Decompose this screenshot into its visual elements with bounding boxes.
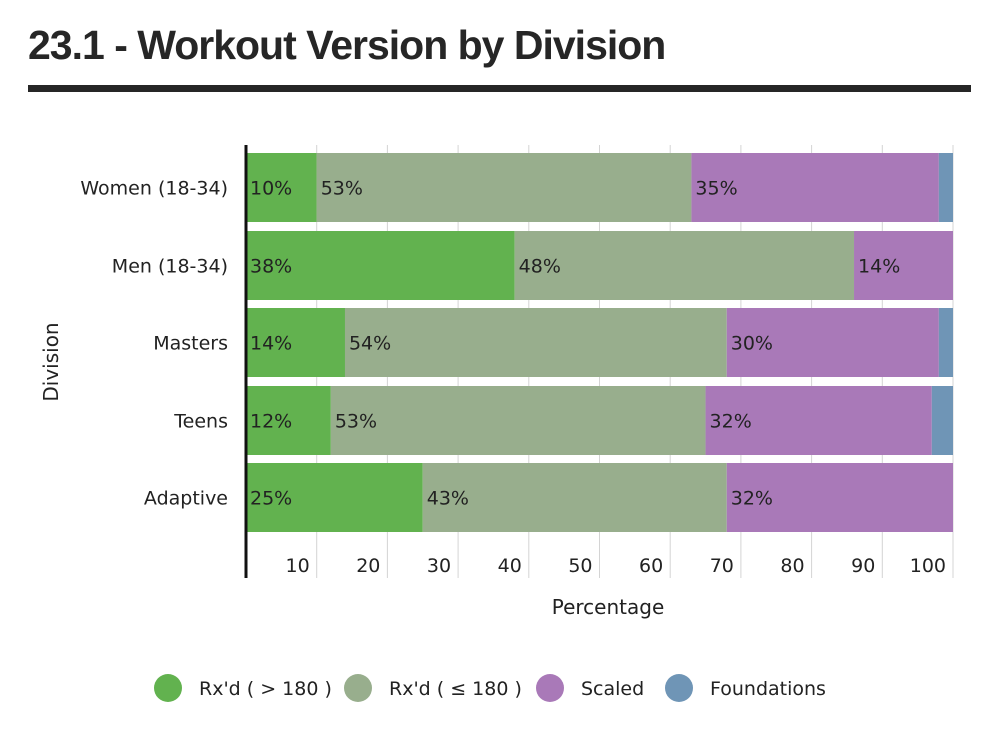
bar-segment [246,308,345,377]
legend-item[interactable]: Rx'd ( ≤ 180 ) [344,674,522,702]
bar-segment [514,231,855,300]
x-tick-label: 90 [851,555,875,577]
bar-value-label: 53% [335,411,377,433]
bar-value-label: 48% [519,256,561,278]
legend-swatch [154,674,182,702]
bar-value-label: 35% [695,178,737,200]
bar-segment [938,153,953,222]
legend-label: Rx'd ( ≤ 180 ) [389,678,522,700]
bar-segment [246,231,515,300]
x-tick-label: 10 [286,555,310,577]
legend-item[interactable]: Scaled [536,674,644,702]
category-label: Men (18-34) [112,256,228,278]
category-label: Adaptive [144,488,228,510]
legend-label: Foundations [710,678,826,700]
title-rule [28,85,971,92]
x-tick-labels: 10 20 30 40 50 60 70 80 90 100 [286,555,946,577]
bars [246,153,953,532]
legend-swatch [536,674,564,702]
bar-segment [344,308,727,377]
category-label: Teens [173,411,228,433]
bar-segment [854,231,953,300]
bar-value-label: 53% [321,178,363,200]
bar-value-label: 32% [731,488,773,510]
x-tick-label: 20 [356,555,380,577]
x-tick-label: 60 [639,555,663,577]
bar-value-label: 38% [250,256,292,278]
bar-segment [726,463,953,532]
x-tick-label: 70 [710,555,734,577]
bar-value-label: 32% [710,411,752,433]
x-tick-label: 40 [498,555,522,577]
bar-segment [422,463,727,532]
x-axis-title: Percentage [552,595,665,619]
bar-value-label: 14% [858,256,900,278]
bar-segment [246,386,331,455]
legend-swatch [344,674,372,702]
legend: Rx'd ( > 180 ) Rx'd ( ≤ 180 ) Scaled Founda… [154,674,826,702]
x-tick-label: 100 [910,555,946,577]
x-tick-label: 50 [568,555,592,577]
bar-labels: 10% 53% 35% 38% 48% 14% 14% 54% 30% 12% 53% 32% 25% 4… [250,178,900,510]
bar-value-label: 30% [731,333,773,355]
category-labels: Women (18-34) Men (18-34) Masters Teens Adap… [80,178,228,510]
bar-segment [726,308,939,377]
bar-segment [246,463,423,532]
legend-label: Scaled [581,678,644,700]
category-label: Masters [153,333,228,355]
bar-segment [705,386,932,455]
y-axis-title: Division [39,322,63,401]
bar-segment [316,153,692,222]
bar-value-label: 43% [427,488,469,510]
bar-value-label: 10% [250,178,292,200]
bar-segment [931,386,953,455]
x-tick-label: 80 [780,555,804,577]
legend-label: Rx'd ( > 180 ) [199,678,332,700]
bar-value-label: 25% [250,488,292,510]
bar-segment [938,308,953,377]
legend-item[interactable]: Rx'd ( > 180 ) [154,674,332,702]
bar-value-label: 54% [349,333,391,355]
category-label: Women (18-34) [80,178,228,200]
x-tick-label: 30 [427,555,451,577]
legend-swatch [665,674,693,702]
chart-title: 23.1 - Workout Version by Division [28,22,666,68]
bar-segment [691,153,939,222]
bar-segment [330,386,706,455]
legend-item[interactable]: Foundations [665,674,826,702]
bar-segment [246,153,317,222]
bar-value-label: 12% [250,411,292,433]
bar-value-label: 14% [250,333,292,355]
